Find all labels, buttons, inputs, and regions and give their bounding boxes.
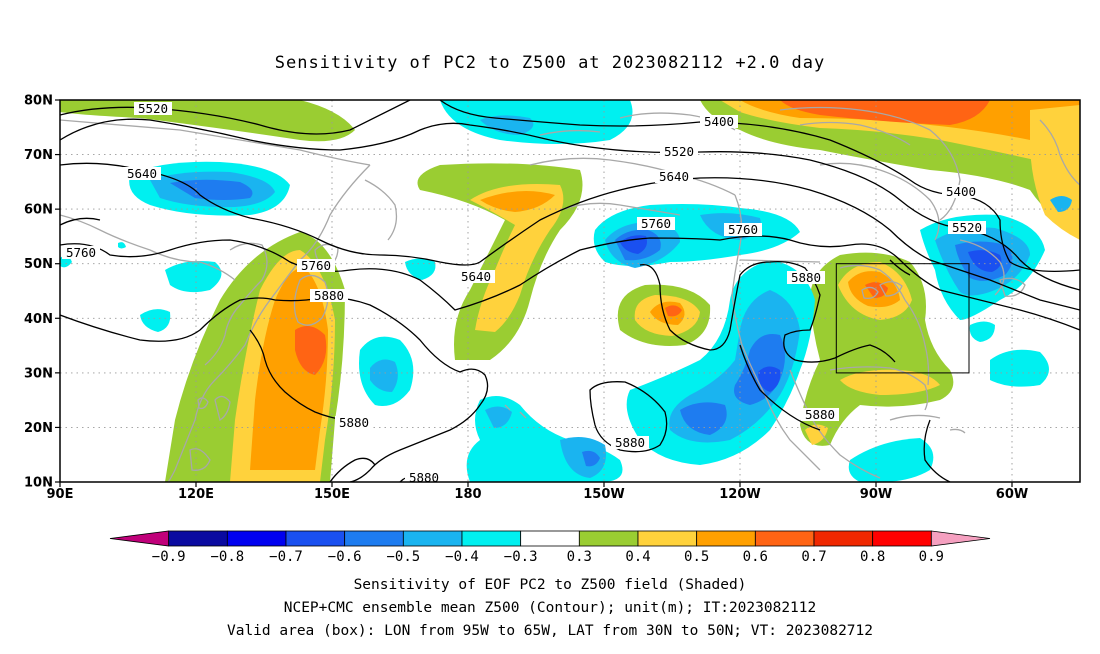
lat-label: 80N	[24, 94, 53, 109]
lon-axis: 90E 120E 150E 180 150W 120W 90W 60W	[47, 482, 1028, 502]
lon-label: 90E	[47, 487, 74, 502]
lon-label: 150W	[583, 487, 624, 502]
contour-label: 5880	[314, 288, 344, 303]
colorbar-segment	[637, 530, 698, 547]
colorbar-label: −0.4	[445, 549, 479, 565]
valid-area-box	[835, 263, 970, 374]
coastlines	[60, 106, 1080, 482]
colorbar-lower-triangle	[109, 530, 170, 547]
colorbar-label: −0.9	[152, 549, 186, 565]
contour-label: 5880	[805, 407, 835, 422]
colorbar-segment	[696, 530, 756, 547]
lon-label: 90W	[860, 487, 892, 502]
colorbar-segment	[226, 530, 287, 547]
contour-label: 5520	[952, 220, 982, 235]
colorbar-segment	[402, 530, 463, 547]
contour-label: 5640	[659, 169, 689, 184]
contour-label: 5760	[66, 245, 96, 260]
contour-label: 5880	[409, 470, 439, 485]
colorbar-label: 0.8	[860, 549, 885, 565]
contour-label: 5520	[664, 144, 694, 159]
contour-label: 5640	[127, 166, 157, 181]
colorbar-segment	[344, 530, 404, 547]
lon-label: 120W	[719, 487, 760, 502]
colorbar-label: 0.6	[743, 549, 768, 565]
lon-label: 120E	[178, 487, 214, 502]
colorbar-label: −0.7	[269, 549, 303, 565]
lon-label: 60W	[996, 487, 1028, 502]
contour-label: 5760	[301, 258, 331, 273]
lon-label: 150E	[314, 487, 350, 502]
colorbar-segment	[285, 530, 346, 547]
colorbar-segment	[520, 530, 580, 547]
colorbar-segment	[754, 530, 815, 547]
colorbar-label: 0.4	[625, 549, 650, 565]
colorbar: −0.9 −0.8 −0.7 −0.6 −0.5 −0.4 −0.3 0.3 0.4 0.5 0.6…	[109, 530, 991, 565]
caption-line-1: Sensitivity of EOF PC2 to Z500 field (Sh…	[354, 577, 747, 593]
contour-label: 5400	[704, 114, 734, 129]
colorbar-upper-triangle	[930, 530, 991, 547]
colorbar-label: 0.5	[684, 549, 709, 565]
colorbar-segment	[461, 530, 522, 547]
negative-sensitivity-shading	[60, 100, 1072, 482]
colorbar-segment	[813, 530, 874, 547]
colorbar-segment	[168, 530, 228, 547]
contour-label: 5880	[339, 415, 369, 430]
caption-line-3: Valid area (box): LON from 95W to 65W, L…	[227, 623, 873, 639]
lat-label: 10N	[24, 476, 53, 491]
lat-label: 50N	[24, 257, 53, 272]
contour-label: 5760	[728, 222, 758, 237]
lat-label: 20N	[24, 421, 53, 436]
colorbar-label: 0.9	[919, 549, 944, 565]
lon-label: 180	[454, 487, 481, 502]
colorbar-label: −0.6	[328, 549, 362, 565]
contour-label: 5400	[946, 184, 976, 199]
map-area: 5520 5640 5760 5400 5520 5640 5400 5520 5760 5880…	[60, 100, 1080, 485]
contour-label: 5880	[615, 435, 645, 450]
colorbar-segment	[578, 530, 639, 547]
lat-label: 60N	[24, 203, 53, 218]
contour-label: 5640	[461, 269, 491, 284]
colorbar-segment	[872, 530, 932, 547]
map-title: Sensitivity of PC2 to Z500 at 2023082112…	[275, 53, 826, 73]
caption-line-2: NCEP+CMC ensemble mean Z500 (Contour); u…	[284, 600, 817, 616]
contour-labels: 5520 5640 5760 5400 5520 5640 5400 5520 5760 5880…	[62, 101, 986, 485]
colorbar-label: 0.3	[567, 549, 592, 565]
colorbar-label: −0.5	[386, 549, 420, 565]
lat-label: 40N	[24, 312, 53, 327]
lat-label: 30N	[24, 366, 53, 381]
lat-axis: 80N 70N 60N 50N 40N 30N 20N 10N	[24, 94, 60, 491]
colorbar-label: −0.8	[210, 549, 244, 565]
map-frame	[59, 99, 1081, 483]
colorbar-label: −0.3	[504, 549, 538, 565]
contour-label: 5760	[641, 216, 671, 231]
contour-label: 5880	[791, 270, 821, 285]
lat-label: 70N	[24, 148, 53, 163]
colorbar-label: 0.7	[801, 549, 826, 565]
contour-label: 5520	[138, 101, 168, 116]
